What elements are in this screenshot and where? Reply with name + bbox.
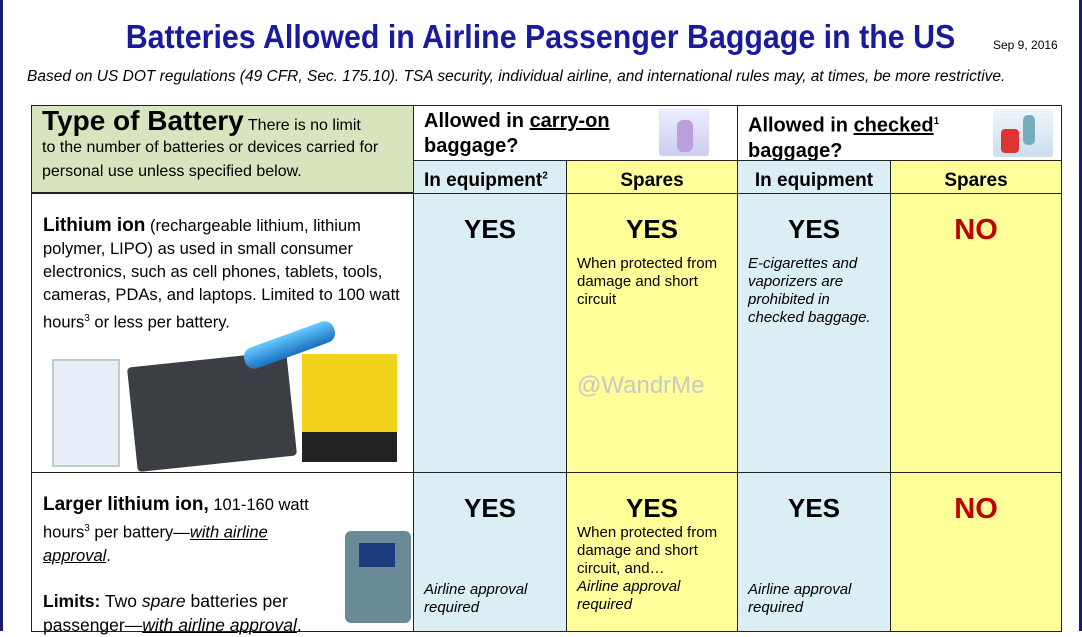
limits-text: Two [100,590,142,611]
row2-checked-spares: NO [890,472,1062,632]
carry-on-clipart-icon [659,108,709,156]
battery-desc: (rechargeable lithium, lithium polymer, … [43,217,400,332]
subtitle: Based on US DOT regulations (49 CFR, Sec… [27,68,1006,85]
carry-on-pre: Allowed in [424,110,530,132]
note: Airline approval required [748,581,852,616]
carry-on-em: carry-on [529,110,610,132]
verdict: YES [625,214,679,244]
battery-photo-large [345,531,411,623]
type-header: Type of Battery There is no limit to the… [31,105,414,193]
row1-checked-spares: NO [890,193,1062,473]
note: E-cigarettes and vaporizers are prohibit… [748,255,871,326]
limits-label: Limits: [43,590,101,611]
airline-approval: with airline approval [43,523,268,565]
checked-em: checked [853,114,934,137]
verdict: YES [787,214,841,244]
watermark: @WandrMe [577,372,705,399]
footnote-3: 3 [84,523,90,534]
subheader-carry-spares: Spares [566,160,738,194]
type-heading: Type of Battery [42,105,244,136]
note: When protected from damage and short cir… [577,255,718,308]
subheader-carry-equipment: In equipment2 [413,160,567,194]
battery-photo-dewalt [302,354,397,462]
footnote-1: 1 [933,116,940,127]
subheader-checked-spares: Spares [890,160,1062,194]
row1-carry-equipment: YES [413,193,567,473]
checked-clipart-icon [993,109,1053,157]
row-lithium-ion-type: Lithium ion (rechargeable lithium, lithi… [31,193,414,473]
battery-desc-2: per battery— [89,523,190,542]
battery-name: Lithium ion [43,215,146,236]
row-larger-lithium-ion-type: Larger lithium ion, 101-160 watt hours3 … [31,472,414,635]
checked-header: Allowed in checked1 baggage? [737,105,1062,162]
footnote-2: 2 [542,170,548,182]
row2-carry-equipment: YES Airline approval required [413,472,567,632]
row1-checked-equipment: YES E-cigarettes and vaporizers are prohi… [737,193,891,473]
note-foot: Airline approval required [577,578,681,613]
battery-desc: 101-160 watt hours [43,496,309,542]
row1-carry-spares: YES When protected from damage and short … [566,193,738,473]
checked-post: baggage? [748,139,843,162]
carry-on-post: baggage? [424,135,519,157]
battery-name: Larger lithium ion, [43,494,209,515]
note: When protected from damage and short cir… [577,524,718,577]
date: Sep 9, 2016 [993,38,1058,52]
type-note: There is no limit [243,117,361,134]
row2-carry-spares: YES When protected from damage and short … [566,472,738,632]
verdict: NO [954,493,998,525]
limits-spare: spare [141,590,186,611]
carry-on-header: Allowed in carry-on baggage? [413,105,738,161]
battery-photo-laptop [126,350,298,473]
note: Airline approval required [424,581,528,616]
battery-desc-2: or less per battery. [89,313,230,332]
battery-photo-li-ion [52,359,120,467]
limits-text-2: batteries per passenger— [43,590,288,635]
verdict: YES [463,493,517,523]
verdict: YES [463,214,517,244]
subheader-checked-equipment: In equipment [737,160,891,194]
verdict: YES [787,493,841,523]
verdict: YES [625,493,679,523]
footnote-3: 3 [84,313,90,324]
subheader-label: In equipment [424,170,543,191]
airline-approval: with airline approval [142,614,297,635]
page-title: Batteries Allowed in Airline Passenger B… [125,18,956,55]
row2-checked-equipment: YES Airline approval required [737,472,891,632]
type-note-2: to the number of batteries or devices ca… [42,139,379,180]
checked-pre: Allowed in [748,114,854,137]
verdict: NO [954,214,998,246]
